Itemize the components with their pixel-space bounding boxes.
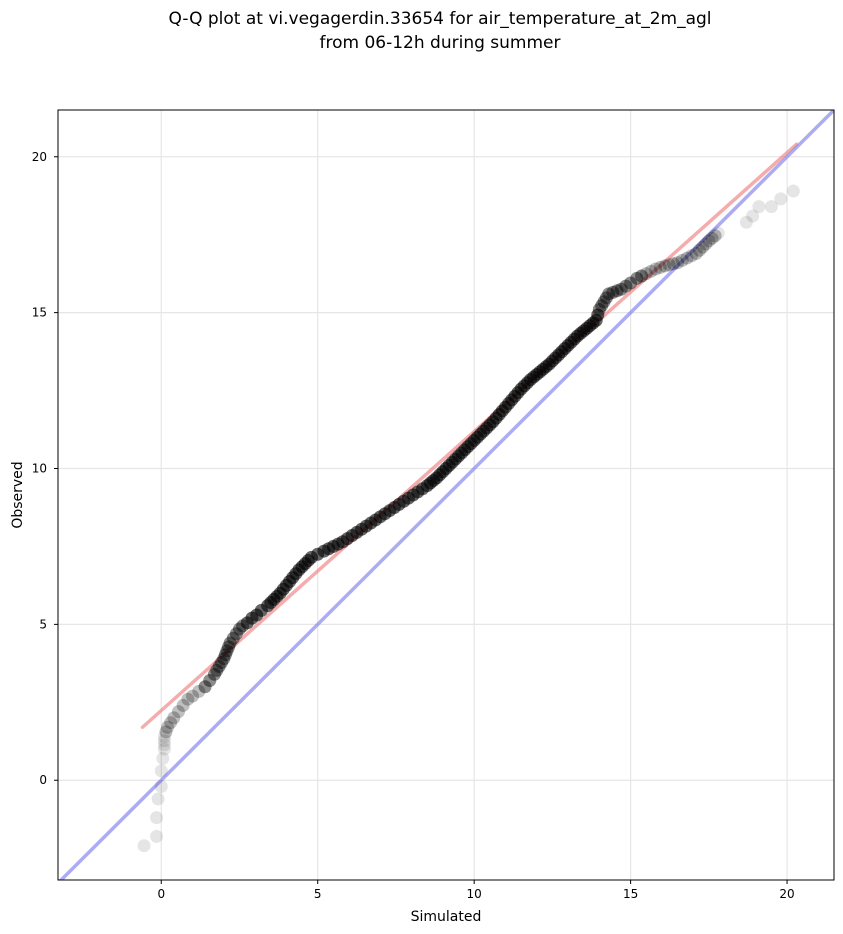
data-point xyxy=(154,764,168,778)
data-point xyxy=(137,839,151,853)
data-point xyxy=(217,652,231,666)
x-tick-label: 5 xyxy=(314,887,322,901)
data-point xyxy=(212,659,226,673)
data-points xyxy=(137,184,800,853)
data-point xyxy=(157,734,171,748)
data-point xyxy=(210,663,224,677)
data-point xyxy=(635,269,649,283)
data-point xyxy=(653,260,667,274)
y-tick-label: 5 xyxy=(39,617,47,631)
data-point xyxy=(606,285,620,299)
y-tick-label: 10 xyxy=(32,462,47,476)
data-point xyxy=(696,240,710,254)
data-point xyxy=(167,711,181,725)
data-point xyxy=(151,792,165,806)
data-point xyxy=(614,282,628,296)
data-point xyxy=(711,226,725,240)
data-point xyxy=(689,246,703,260)
data-point xyxy=(692,243,706,257)
data-point xyxy=(207,667,221,681)
plot-area xyxy=(58,110,834,880)
data-point xyxy=(624,276,638,290)
data-point xyxy=(680,251,694,265)
data-point xyxy=(699,237,713,251)
y-tick-label: 0 xyxy=(39,773,47,787)
data-point xyxy=(630,271,644,285)
data-point xyxy=(639,267,653,281)
data-point xyxy=(702,234,716,248)
y-axis-label: Observed xyxy=(10,461,26,528)
data-point xyxy=(214,656,228,670)
data-point xyxy=(599,291,613,305)
data-point xyxy=(592,303,606,317)
data-point xyxy=(591,308,605,322)
x-tick-label: 0 xyxy=(157,887,165,901)
data-point xyxy=(705,231,719,245)
data-point xyxy=(649,262,663,276)
y-tick-label: 15 xyxy=(32,306,47,320)
identity-line xyxy=(58,110,834,880)
data-point xyxy=(675,253,689,267)
data-point xyxy=(150,829,164,843)
data-point xyxy=(786,184,800,198)
data-point xyxy=(619,279,633,293)
data-point xyxy=(154,779,168,793)
x-tick-label: 10 xyxy=(467,887,482,901)
data-point xyxy=(159,725,173,739)
data-point xyxy=(597,295,611,309)
data-point xyxy=(739,215,753,229)
data-point xyxy=(752,200,766,214)
data-point xyxy=(229,627,243,641)
data-point xyxy=(610,284,624,298)
x-tick-label: 20 xyxy=(779,887,794,901)
data-point xyxy=(222,640,236,654)
data-point xyxy=(186,689,200,703)
data-point xyxy=(708,229,722,243)
data-point xyxy=(181,692,195,706)
data-point xyxy=(602,287,616,301)
data-point xyxy=(203,673,217,687)
data-point xyxy=(220,644,234,658)
grid xyxy=(58,110,834,880)
data-point xyxy=(157,742,171,756)
data-point xyxy=(171,705,185,719)
chart-title-line-1: Q-Q plot at vi.vegagerdin.33654 for air_… xyxy=(168,9,711,29)
data-point xyxy=(157,738,171,752)
data-point xyxy=(157,730,171,744)
data-point xyxy=(746,209,760,223)
data-point xyxy=(666,257,680,271)
data-point xyxy=(150,811,164,825)
data-point xyxy=(685,249,699,263)
x-axis-label: Simulated xyxy=(411,909,482,925)
data-point xyxy=(764,200,778,214)
data-point xyxy=(161,720,175,734)
plot-frame xyxy=(57,109,835,881)
data-point xyxy=(176,698,190,712)
data-point xyxy=(192,684,206,698)
data-point xyxy=(226,631,240,645)
data-point xyxy=(774,192,788,206)
y-tick-label: 20 xyxy=(32,150,47,164)
data-point xyxy=(156,751,170,765)
data-point xyxy=(198,680,212,694)
data-point xyxy=(662,258,676,272)
data-point xyxy=(595,299,609,313)
data-point xyxy=(644,264,658,278)
data-point xyxy=(164,716,178,730)
x-tick-label: 15 xyxy=(623,887,638,901)
axis-ticks: 0 5 10 15 20 0 5 10 15 20 xyxy=(32,150,795,901)
fit-line xyxy=(140,142,799,729)
data-point xyxy=(671,256,685,270)
data-point xyxy=(223,636,237,650)
data-point xyxy=(218,648,232,662)
data-point xyxy=(658,259,672,273)
chart-title-line-2: from 06-12h during summer xyxy=(320,33,561,53)
